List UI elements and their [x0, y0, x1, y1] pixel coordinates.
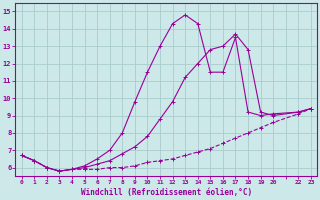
X-axis label: Windchill (Refroidissement éolien,°C): Windchill (Refroidissement éolien,°C) [81, 188, 252, 197]
